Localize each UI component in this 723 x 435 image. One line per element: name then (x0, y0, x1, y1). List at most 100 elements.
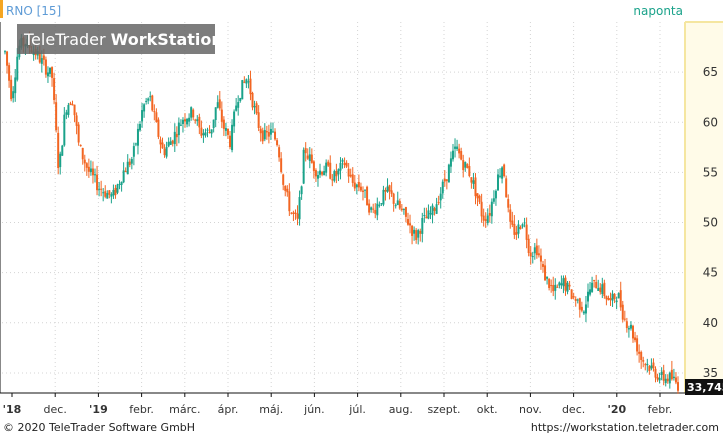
candle-body (261, 130, 264, 142)
candle-body (372, 208, 375, 210)
candle-body (427, 210, 430, 219)
candle-body (210, 129, 213, 134)
candle-body (382, 189, 385, 205)
candle-body (239, 98, 242, 102)
candle-body (519, 227, 522, 230)
candle-body (104, 191, 107, 197)
candle-body (441, 181, 444, 194)
candle-body (190, 107, 193, 118)
candle-body (222, 119, 225, 129)
candle-body (537, 253, 540, 256)
candle-body (674, 377, 677, 383)
candle-body (631, 325, 634, 339)
candle-body (290, 212, 293, 214)
candle-body (406, 219, 409, 225)
candle-body (46, 72, 49, 77)
candle-body (57, 132, 60, 168)
candle-body (603, 282, 606, 297)
footer-url[interactable]: https://workstation.teletrader.com (531, 421, 719, 434)
x-tick-label: márc. (169, 403, 200, 416)
candle-body (531, 256, 534, 258)
candle-body (96, 174, 99, 191)
y-tick-label: 65 (703, 65, 718, 79)
watermark: TeleTrader WorkStation (23, 30, 223, 49)
candle-body (169, 141, 172, 145)
candle-body (141, 110, 144, 122)
candle-body (165, 146, 168, 157)
candle-body (419, 230, 422, 234)
candle-body (470, 177, 473, 183)
candle-body (302, 149, 305, 184)
candle-body (595, 281, 598, 289)
candle-body (451, 150, 454, 160)
candle-body (87, 166, 90, 172)
x-tick-label: dec. (44, 403, 67, 416)
last-price-badge (685, 379, 723, 395)
candle-body (658, 377, 661, 381)
period-label[interactable]: naponta (633, 4, 683, 18)
candle-body (517, 224, 520, 234)
x-tick-label: máj. (259, 403, 283, 416)
candle-body (480, 201, 483, 217)
candle-body (586, 291, 589, 302)
candle-body (445, 179, 448, 181)
candle-body (378, 204, 381, 206)
candle-body (361, 190, 364, 192)
candle-body (521, 224, 524, 227)
x-tick-label: okt. (477, 403, 498, 416)
candle-body (345, 162, 348, 167)
candle-body (494, 190, 497, 199)
candle-body (357, 181, 360, 188)
candle-body (458, 148, 461, 154)
candle-body (181, 119, 184, 124)
candle-body (216, 102, 219, 108)
candle-body (621, 304, 624, 320)
candle-body (202, 133, 205, 136)
candle-body (280, 158, 283, 172)
candle-body (271, 131, 274, 133)
candle-body (437, 201, 440, 204)
candle-body (503, 164, 506, 177)
candle-body (300, 186, 303, 195)
candle-body (14, 77, 17, 94)
candle-body (319, 170, 322, 175)
x-tick-label: '20 (607, 403, 626, 416)
candle-body (443, 178, 446, 182)
candle-body (650, 365, 653, 369)
candle-body (65, 112, 68, 115)
candle-body (212, 119, 215, 128)
candle-body (533, 247, 536, 254)
candle-body (284, 185, 287, 191)
x-tick-label: júl. (348, 403, 366, 416)
candle-body (509, 209, 512, 222)
candle-body (282, 174, 285, 185)
y-tick-label: 35 (703, 366, 718, 380)
candle-body (149, 96, 152, 98)
candle-body (380, 203, 383, 205)
candle-body (294, 212, 297, 214)
candle-body (607, 297, 610, 301)
candle-body (421, 218, 424, 234)
candle-body (347, 168, 350, 177)
x-axis-ticks: '18 dec. '19 febr. márc. ápr. máj. jún. júl. aug.… (3, 393, 672, 416)
candle-body (609, 298, 612, 300)
symbol-label[interactable]: RNO [15] (6, 4, 61, 18)
candle-body (323, 171, 326, 176)
candle-body (523, 222, 526, 224)
candle-body (49, 67, 52, 74)
candle-body (89, 168, 92, 173)
candle-body (173, 131, 176, 145)
candle-body (535, 245, 538, 256)
candle-body (312, 161, 315, 172)
candle-body (79, 145, 82, 147)
y-tick-label: 40 (703, 316, 718, 330)
candle-body (265, 130, 268, 133)
candle-body (634, 337, 637, 341)
candle-body (341, 159, 344, 162)
candle-body (69, 103, 72, 106)
candle-body (259, 128, 262, 134)
candle-body (161, 142, 164, 149)
price-axis (685, 22, 723, 393)
candle-body (235, 105, 238, 111)
